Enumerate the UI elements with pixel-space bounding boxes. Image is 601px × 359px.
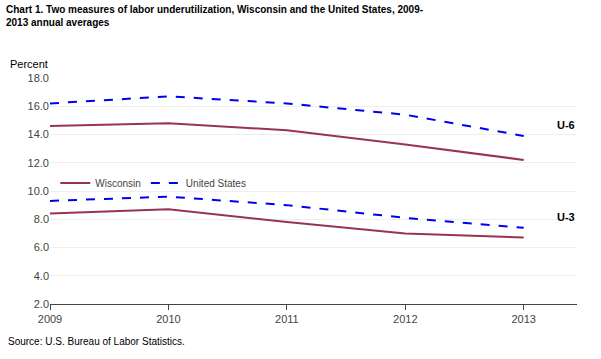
svg-text:U-6: U-6	[557, 119, 575, 131]
svg-text:2011: 2011	[275, 313, 299, 325]
svg-text:18.0: 18.0	[28, 72, 49, 84]
svg-text:12.0: 12.0	[28, 157, 49, 169]
svg-text:Chart 1. Two measures of labor: Chart 1. Two measures of labor underutil…	[6, 4, 423, 28]
svg-text:10.0: 10.0	[28, 185, 49, 197]
svg-text:14.0: 14.0	[28, 128, 49, 140]
svg-text:Wisconsin: Wisconsin	[95, 178, 141, 189]
svg-text:8.0: 8.0	[34, 213, 49, 225]
svg-text:Percent: Percent	[10, 58, 48, 70]
svg-text:U-3: U-3	[557, 211, 575, 223]
svg-text:6.0: 6.0	[34, 241, 49, 253]
svg-text:16.0: 16.0	[28, 100, 49, 112]
svg-text:4.0: 4.0	[34, 270, 49, 282]
svg-text:2013: 2013	[511, 313, 535, 325]
svg-text:2010: 2010	[156, 313, 180, 325]
svg-text:Source: U.S. Bureau of Labor S: Source: U.S. Bureau of Labor Statistics.	[8, 336, 185, 347]
svg-text:2012: 2012	[393, 313, 417, 325]
svg-text:United States: United States	[186, 178, 246, 189]
svg-text:2.0: 2.0	[34, 298, 49, 310]
svg-text:2009: 2009	[38, 313, 62, 325]
